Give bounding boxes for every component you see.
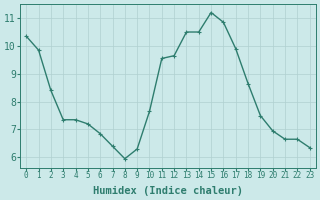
X-axis label: Humidex (Indice chaleur): Humidex (Indice chaleur) xyxy=(93,186,243,196)
